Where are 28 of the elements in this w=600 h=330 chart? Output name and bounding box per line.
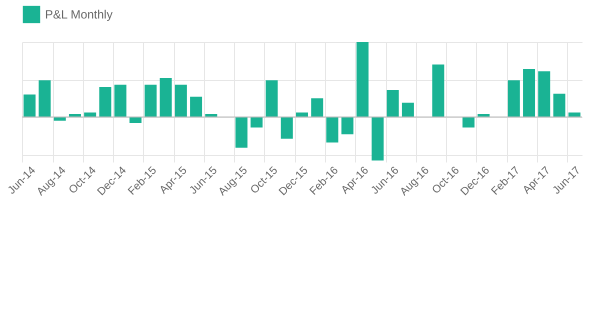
bar — [114, 84, 126, 117]
bar — [266, 80, 278, 117]
bar — [386, 90, 399, 117]
bar — [160, 78, 172, 117]
bar — [144, 84, 157, 117]
bar — [174, 84, 187, 117]
bar — [311, 98, 324, 117]
bar — [356, 42, 369, 117]
bar — [54, 117, 66, 121]
bar — [38, 80, 51, 117]
legend-label: P&L Monthly — [45, 8, 113, 22]
bar — [99, 87, 112, 117]
bar — [130, 117, 142, 123]
bar — [553, 94, 566, 117]
bar — [432, 64, 444, 117]
bar — [24, 94, 36, 117]
bar — [508, 80, 520, 117]
bar — [341, 117, 354, 134]
bar — [190, 96, 202, 117]
bar — [538, 71, 550, 117]
bar — [280, 117, 293, 139]
bar — [326, 117, 338, 142]
bar — [250, 117, 263, 128]
bar — [462, 117, 474, 128]
bar — [235, 117, 248, 148]
bar — [523, 69, 536, 117]
bar — [402, 102, 414, 117]
bar — [372, 117, 384, 160]
